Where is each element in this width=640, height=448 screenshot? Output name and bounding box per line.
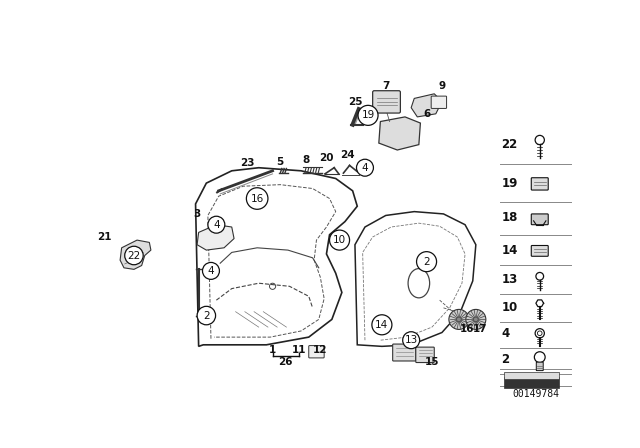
Text: 14: 14 [375, 320, 388, 330]
Text: 16: 16 [250, 194, 264, 203]
FancyBboxPatch shape [531, 214, 548, 225]
Circle shape [197, 306, 216, 325]
Polygon shape [379, 117, 420, 150]
Text: 19: 19 [501, 177, 518, 190]
Text: 5: 5 [276, 156, 284, 167]
Text: 11: 11 [291, 345, 306, 355]
Text: 10: 10 [333, 235, 346, 245]
Circle shape [202, 263, 220, 280]
Polygon shape [197, 225, 234, 250]
Text: 21: 21 [97, 232, 112, 242]
Text: 13: 13 [404, 335, 418, 345]
Text: 14: 14 [501, 244, 518, 257]
Circle shape [456, 317, 461, 322]
Text: 18: 18 [501, 211, 518, 224]
Polygon shape [411, 94, 442, 117]
Circle shape [356, 159, 373, 176]
Circle shape [330, 230, 349, 250]
FancyBboxPatch shape [504, 377, 559, 388]
Circle shape [358, 105, 378, 125]
Text: 7: 7 [382, 81, 389, 91]
FancyBboxPatch shape [531, 178, 548, 190]
Text: 9: 9 [438, 81, 445, 91]
Text: 2: 2 [501, 353, 509, 366]
Circle shape [372, 315, 392, 335]
FancyBboxPatch shape [531, 246, 548, 256]
Text: 12: 12 [313, 345, 328, 355]
Circle shape [208, 216, 225, 233]
Text: 26: 26 [278, 357, 293, 367]
Text: 16: 16 [460, 324, 474, 334]
Text: 2: 2 [423, 257, 430, 267]
Text: 8: 8 [303, 155, 310, 165]
Text: 1: 1 [269, 345, 276, 355]
Text: 24: 24 [340, 151, 355, 160]
Circle shape [125, 246, 143, 265]
Text: 22: 22 [501, 138, 518, 151]
FancyBboxPatch shape [372, 90, 401, 113]
Circle shape [449, 310, 469, 329]
Circle shape [246, 188, 268, 209]
Text: 19: 19 [362, 110, 374, 121]
Text: 20: 20 [319, 153, 333, 163]
FancyBboxPatch shape [536, 362, 543, 370]
Text: 4: 4 [362, 163, 368, 173]
Circle shape [466, 310, 486, 329]
Text: 3: 3 [193, 209, 201, 219]
Text: 6: 6 [423, 109, 430, 119]
Text: 10: 10 [501, 302, 518, 314]
FancyBboxPatch shape [431, 96, 447, 108]
Text: 15: 15 [425, 357, 439, 367]
Text: 00149784: 00149784 [513, 389, 559, 399]
Circle shape [474, 317, 478, 322]
Circle shape [403, 332, 420, 349]
FancyBboxPatch shape [393, 344, 416, 361]
Polygon shape [120, 240, 151, 269]
Text: 23: 23 [240, 158, 255, 168]
Text: 4: 4 [213, 220, 220, 230]
FancyBboxPatch shape [416, 347, 435, 362]
Text: 2: 2 [203, 310, 210, 321]
Text: 17: 17 [473, 324, 488, 334]
Text: 25: 25 [348, 96, 362, 107]
FancyBboxPatch shape [308, 345, 324, 358]
Text: 22: 22 [127, 250, 141, 260]
FancyBboxPatch shape [504, 372, 559, 379]
Text: 13: 13 [501, 273, 518, 286]
Text: 4: 4 [501, 327, 509, 340]
Text: 4: 4 [207, 266, 214, 276]
Circle shape [417, 252, 436, 271]
